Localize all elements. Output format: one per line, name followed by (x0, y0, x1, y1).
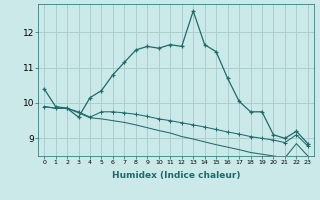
X-axis label: Humidex (Indice chaleur): Humidex (Indice chaleur) (112, 171, 240, 180)
